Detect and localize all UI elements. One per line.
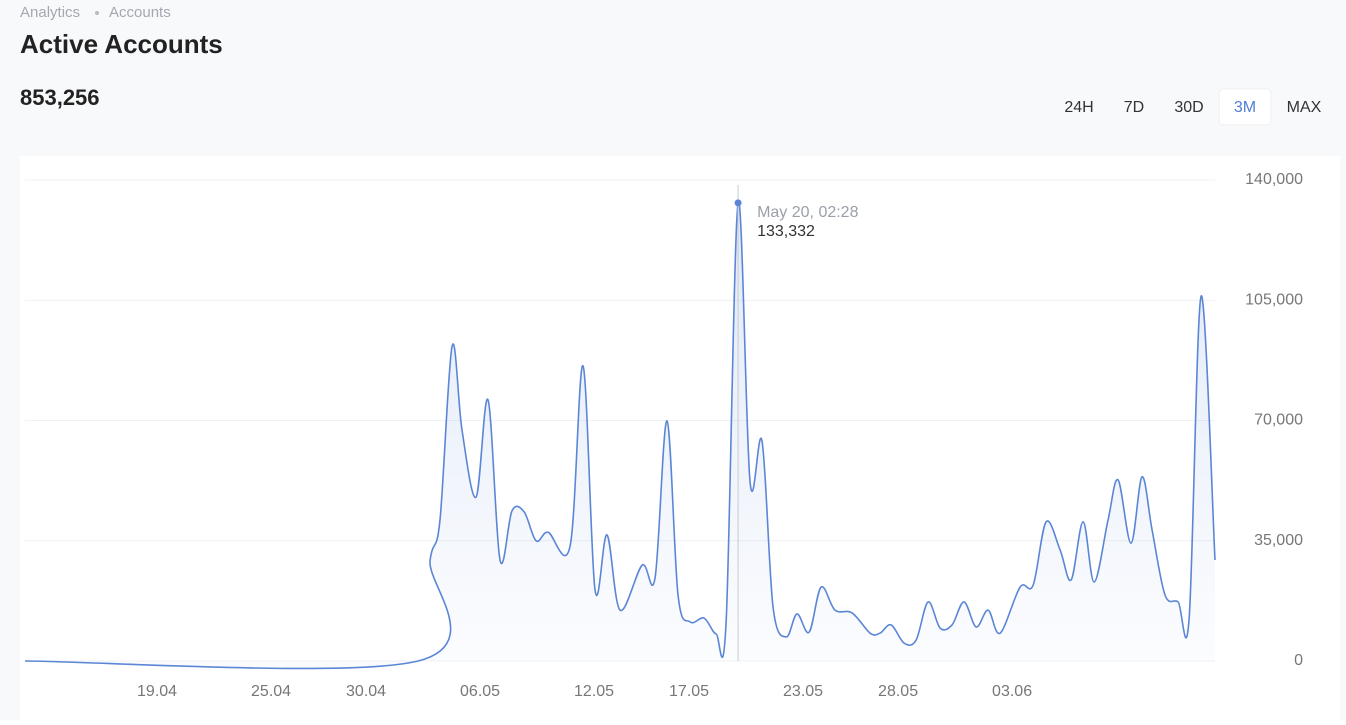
- hover-point: [734, 199, 742, 207]
- breadcrumb[interactable]: Accounts: [109, 4, 171, 21]
- range-tab[interactable]: 3M: [1234, 99, 1256, 116]
- tooltip-value: 133,332: [757, 223, 815, 240]
- x-tick-label: 23.05: [783, 683, 823, 700]
- y-tick-label: 0: [1294, 652, 1303, 669]
- line: [24, 200, 1216, 670]
- x-tick-label: 12.05: [574, 683, 614, 700]
- y-tick-label: 35,000: [1254, 532, 1303, 549]
- range-tabs: 24H 7D 30D 3M MAX: [1064, 88, 1322, 126]
- x-tick-label: 25.04: [251, 683, 291, 700]
- breadcrumb[interactable]: Analytics: [20, 4, 80, 21]
- x-tick-label: 30.04: [346, 683, 386, 700]
- page-title: Active Accounts: [20, 29, 223, 59]
- area: [25, 201, 1215, 669]
- y-tick-label: 140,000: [1245, 171, 1303, 188]
- x-tick-label: 03.06: [992, 683, 1032, 700]
- y-tick-label: 70,000: [1254, 412, 1303, 429]
- range-tab-selected: [1218, 88, 1272, 126]
- range-tab[interactable]: 30D: [1174, 99, 1203, 116]
- x-tick-label: 28.05: [878, 683, 918, 700]
- y-tick-label: 105,000: [1245, 291, 1303, 308]
- separator: [95, 11, 99, 15]
- range-tab[interactable]: 24H: [1064, 99, 1093, 116]
- x-tick-label: 17.05: [669, 683, 709, 700]
- tooltip-date: May 20, 02:28: [757, 204, 859, 221]
- x-tick-label: 06.05: [460, 683, 500, 700]
- x-tick-label: 19.04: [137, 683, 177, 700]
- total: 853,256: [20, 85, 100, 110]
- plot: 0 35,000 70,000 105,000 140,000 19.04 25.04 30.…: [24, 171, 1303, 700]
- range-tab[interactable]: MAX: [1287, 99, 1322, 116]
- range-tab[interactable]: 7D: [1124, 99, 1144, 116]
